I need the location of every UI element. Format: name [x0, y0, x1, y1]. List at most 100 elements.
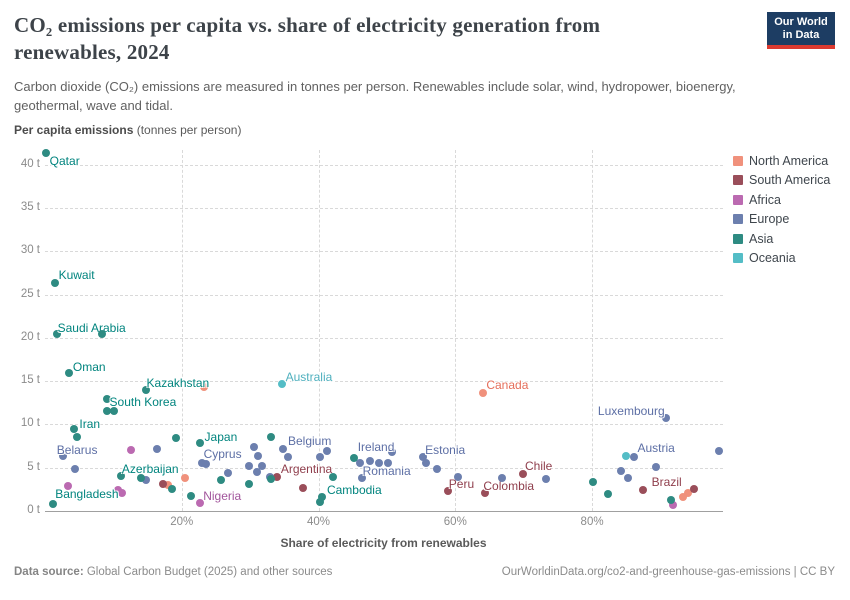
- country-label-belarus[interactable]: Belarus: [56, 443, 98, 458]
- data-point[interactable]: [350, 454, 359, 463]
- data-point[interactable]: [98, 329, 107, 338]
- data-point[interactable]: [714, 447, 723, 456]
- country-label-kuwait[interactable]: Kuwait: [58, 268, 95, 283]
- data-point-japan[interactable]: [195, 438, 204, 447]
- data-point[interactable]: [254, 451, 263, 460]
- country-label-kazakhstan[interactable]: Kazakhstan: [146, 375, 210, 390]
- data-point[interactable]: [365, 456, 374, 465]
- data-point[interactable]: [181, 474, 190, 483]
- data-point[interactable]: [245, 480, 254, 489]
- country-label-azerbaijan[interactable]: Azerbaijan: [121, 462, 179, 477]
- data-point-iran[interactable]: [70, 424, 79, 433]
- data-point[interactable]: [200, 383, 209, 392]
- data-point[interactable]: [224, 468, 233, 477]
- data-point-kuwait[interactable]: [50, 279, 59, 288]
- country-label-belgium[interactable]: Belgium: [287, 433, 332, 448]
- country-label-oman[interactable]: Oman: [72, 360, 106, 375]
- data-point[interactable]: [421, 459, 430, 468]
- data-point[interactable]: [298, 484, 307, 493]
- legend-item-africa[interactable]: Africa: [733, 190, 830, 210]
- data-point[interactable]: [589, 478, 598, 487]
- data-point[interactable]: [217, 475, 226, 484]
- data-point[interactable]: [622, 451, 631, 460]
- data-point[interactable]: [118, 488, 127, 497]
- country-label-cyprus[interactable]: Cyprus: [203, 446, 242, 461]
- data-point-qatar[interactable]: [41, 149, 50, 158]
- data-point[interactable]: [454, 473, 463, 482]
- country-label-austria[interactable]: Austria: [637, 441, 675, 456]
- data-point-bangladesh[interactable]: [49, 500, 58, 509]
- country-label-cambodia[interactable]: Cambodia: [326, 483, 382, 498]
- country-label-canada[interactable]: Canada: [486, 378, 529, 393]
- data-point-romania[interactable]: [357, 474, 366, 483]
- data-point-canada[interactable]: [479, 389, 488, 398]
- country-label-ireland[interactable]: Ireland: [357, 440, 395, 455]
- data-point[interactable]: [384, 459, 393, 468]
- data-point-australia[interactable]: [277, 379, 286, 388]
- legend-item-oceania[interactable]: Oceania: [733, 249, 830, 269]
- data-point-nigeria[interactable]: [196, 499, 205, 508]
- country-label-romania[interactable]: Romania: [362, 464, 411, 479]
- data-point-saudi-arabia[interactable]: [52, 329, 61, 338]
- country-label-nigeria[interactable]: Nigeria: [203, 489, 242, 504]
- legend-item-north-america[interactable]: North America: [733, 151, 830, 171]
- data-point[interactable]: [684, 488, 693, 497]
- country-label-estonia[interactable]: Estonia: [425, 443, 466, 458]
- data-point-brazil[interactable]: [638, 486, 647, 495]
- country-label-australia[interactable]: Australia: [285, 369, 333, 384]
- data-point-ireland[interactable]: [387, 448, 396, 457]
- country-label-peru[interactable]: Peru: [448, 477, 475, 492]
- data-point-cyprus[interactable]: [197, 458, 206, 467]
- data-point[interactable]: [153, 444, 162, 453]
- country-label-iran[interactable]: Iran: [79, 416, 101, 431]
- data-point[interactable]: [187, 492, 196, 501]
- country-label-japan[interactable]: Japan: [204, 429, 238, 444]
- data-point-luxembourg[interactable]: [661, 414, 670, 423]
- data-point[interactable]: [542, 474, 551, 483]
- data-point-belarus[interactable]: [58, 452, 67, 461]
- country-label-argentina[interactable]: Argentina: [280, 462, 333, 477]
- data-point[interactable]: [127, 445, 136, 454]
- data-point[interactable]: [374, 459, 383, 468]
- data-point-azerbaijan[interactable]: [116, 472, 125, 481]
- legend-item-south-america[interactable]: South America: [733, 171, 830, 191]
- data-point-estonia[interactable]: [419, 453, 428, 462]
- data-point-chile[interactable]: [519, 469, 527, 478]
- data-point[interactable]: [142, 475, 151, 484]
- country-label-chile[interactable]: Chile: [525, 458, 553, 473]
- data-point-colombia[interactable]: [481, 488, 490, 497]
- data-point-south-korea[interactable]: [102, 395, 111, 404]
- data-point[interactable]: [355, 459, 364, 468]
- data-point[interactable]: [315, 498, 324, 507]
- data-point[interactable]: [266, 432, 275, 441]
- data-point[interactable]: [64, 481, 73, 490]
- country-label-brazil[interactable]: Brazil: [651, 475, 682, 490]
- country-label-luxembourg[interactable]: Luxembourg: [597, 404, 665, 419]
- data-point[interactable]: [73, 433, 82, 442]
- data-point[interactable]: [257, 461, 266, 470]
- data-point[interactable]: [432, 465, 441, 474]
- data-point[interactable]: [164, 481, 173, 490]
- data-point[interactable]: [252, 468, 261, 477]
- data-point-argentina[interactable]: [272, 473, 281, 482]
- data-point[interactable]: [498, 474, 507, 483]
- data-point[interactable]: [244, 461, 253, 470]
- data-point[interactable]: [202, 460, 211, 469]
- data-point[interactable]: [110, 406, 119, 415]
- data-point-kazakhstan[interactable]: [141, 385, 150, 394]
- data-point[interactable]: [315, 453, 324, 462]
- data-point[interactable]: [283, 453, 292, 462]
- data-point[interactable]: [689, 485, 698, 494]
- data-point[interactable]: [616, 467, 625, 476]
- data-point-oman[interactable]: [64, 369, 73, 378]
- legend-item-asia[interactable]: Asia: [733, 229, 830, 249]
- data-point[interactable]: [322, 447, 331, 456]
- data-point-austria[interactable]: [630, 453, 639, 462]
- data-point-belgium[interactable]: [278, 444, 287, 453]
- country-label-qatar[interactable]: Qatar: [49, 154, 80, 169]
- legend-item-europe[interactable]: Europe: [733, 210, 830, 230]
- data-point[interactable]: [159, 480, 168, 489]
- data-point[interactable]: [114, 486, 123, 495]
- data-point-peru[interactable]: [443, 487, 452, 496]
- data-point[interactable]: [666, 495, 675, 504]
